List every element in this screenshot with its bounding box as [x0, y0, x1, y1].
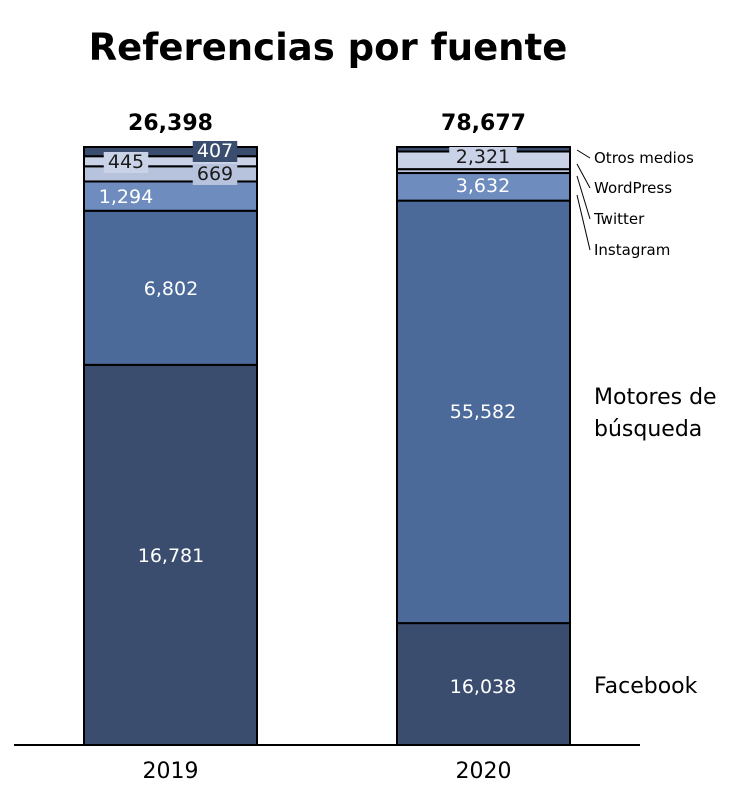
legend-label-instagram: Instagram — [594, 241, 670, 259]
data-label-box-otros-medios-2019 — [192, 141, 238, 162]
legend-label-otros-medios: Otros medios — [594, 149, 694, 167]
data-label-facebook-2020: 16,038 — [450, 676, 516, 698]
legend-layer: Facebook Motores de búsqueda Instagram Twitt… — [576, 149, 717, 699]
bar-segment-facebook-2019 — [83, 363, 258, 746]
data-label-motores-de-busqueda-2019: 6,802 — [144, 278, 198, 300]
bar-segment-motores-de-busqueda-2020 — [396, 199, 571, 625]
total-label-2019: 26,398 — [128, 111, 213, 136]
chart-title: Referencias por fuente — [89, 26, 568, 69]
data-label-facebook-2019: 16,781 — [138, 545, 204, 567]
legend-label-facebook: Facebook — [594, 674, 698, 699]
data-label-twitter-2019: 669 — [197, 163, 233, 185]
data-label-box-instagram-2019 — [92, 187, 160, 208]
legend-label-twitter: Twitter — [593, 210, 645, 228]
data-label-wordpress-2019: 445 — [108, 151, 144, 173]
bar-segment-facebook-2020 — [396, 622, 571, 747]
total-label-2020: 78,677 — [441, 111, 526, 136]
legend-leader-instagram — [576, 194, 591, 251]
data-label-wordpress-2020: 2,321 — [456, 146, 510, 168]
bars-layer — [83, 146, 571, 747]
bar-segment-motores-de-busqueda-2019 — [83, 209, 258, 366]
data-label-instagram-2019: 1,294 — [99, 186, 153, 208]
legend-label-motores-de-busqueda-line-2: búsqueda — [594, 417, 702, 442]
category-label-2020: 2020 — [456, 759, 512, 784]
data-label-box-twitter-2019 — [192, 164, 238, 185]
data-label-instagram-2020: 3,632 — [456, 175, 510, 197]
bar-segment-otros-medios-2019 — [83, 146, 258, 158]
legend-label-wordpress: WordPress — [594, 179, 672, 197]
legend-leader-wordpress — [576, 163, 591, 189]
data-label-box-wordpress-2020 — [449, 147, 517, 168]
data-label-box-wordpress-2019 — [103, 152, 149, 173]
labels-layer: 201926,398202078,67716,7816,8021,2946694… — [92, 111, 526, 784]
legend-leader-otros-medios — [576, 149, 591, 159]
data-label-box-instagram-2020 — [449, 176, 517, 197]
category-label-2019: 2019 — [143, 759, 199, 784]
data-label-otros-medios-2019: 407 — [197, 140, 233, 162]
legend-leader-twitter — [576, 175, 591, 220]
legend-label-motores-de-busqueda-line-1: Motores de — [594, 385, 717, 410]
data-label-motores-de-busqueda-2020: 55,582 — [450, 401, 516, 423]
